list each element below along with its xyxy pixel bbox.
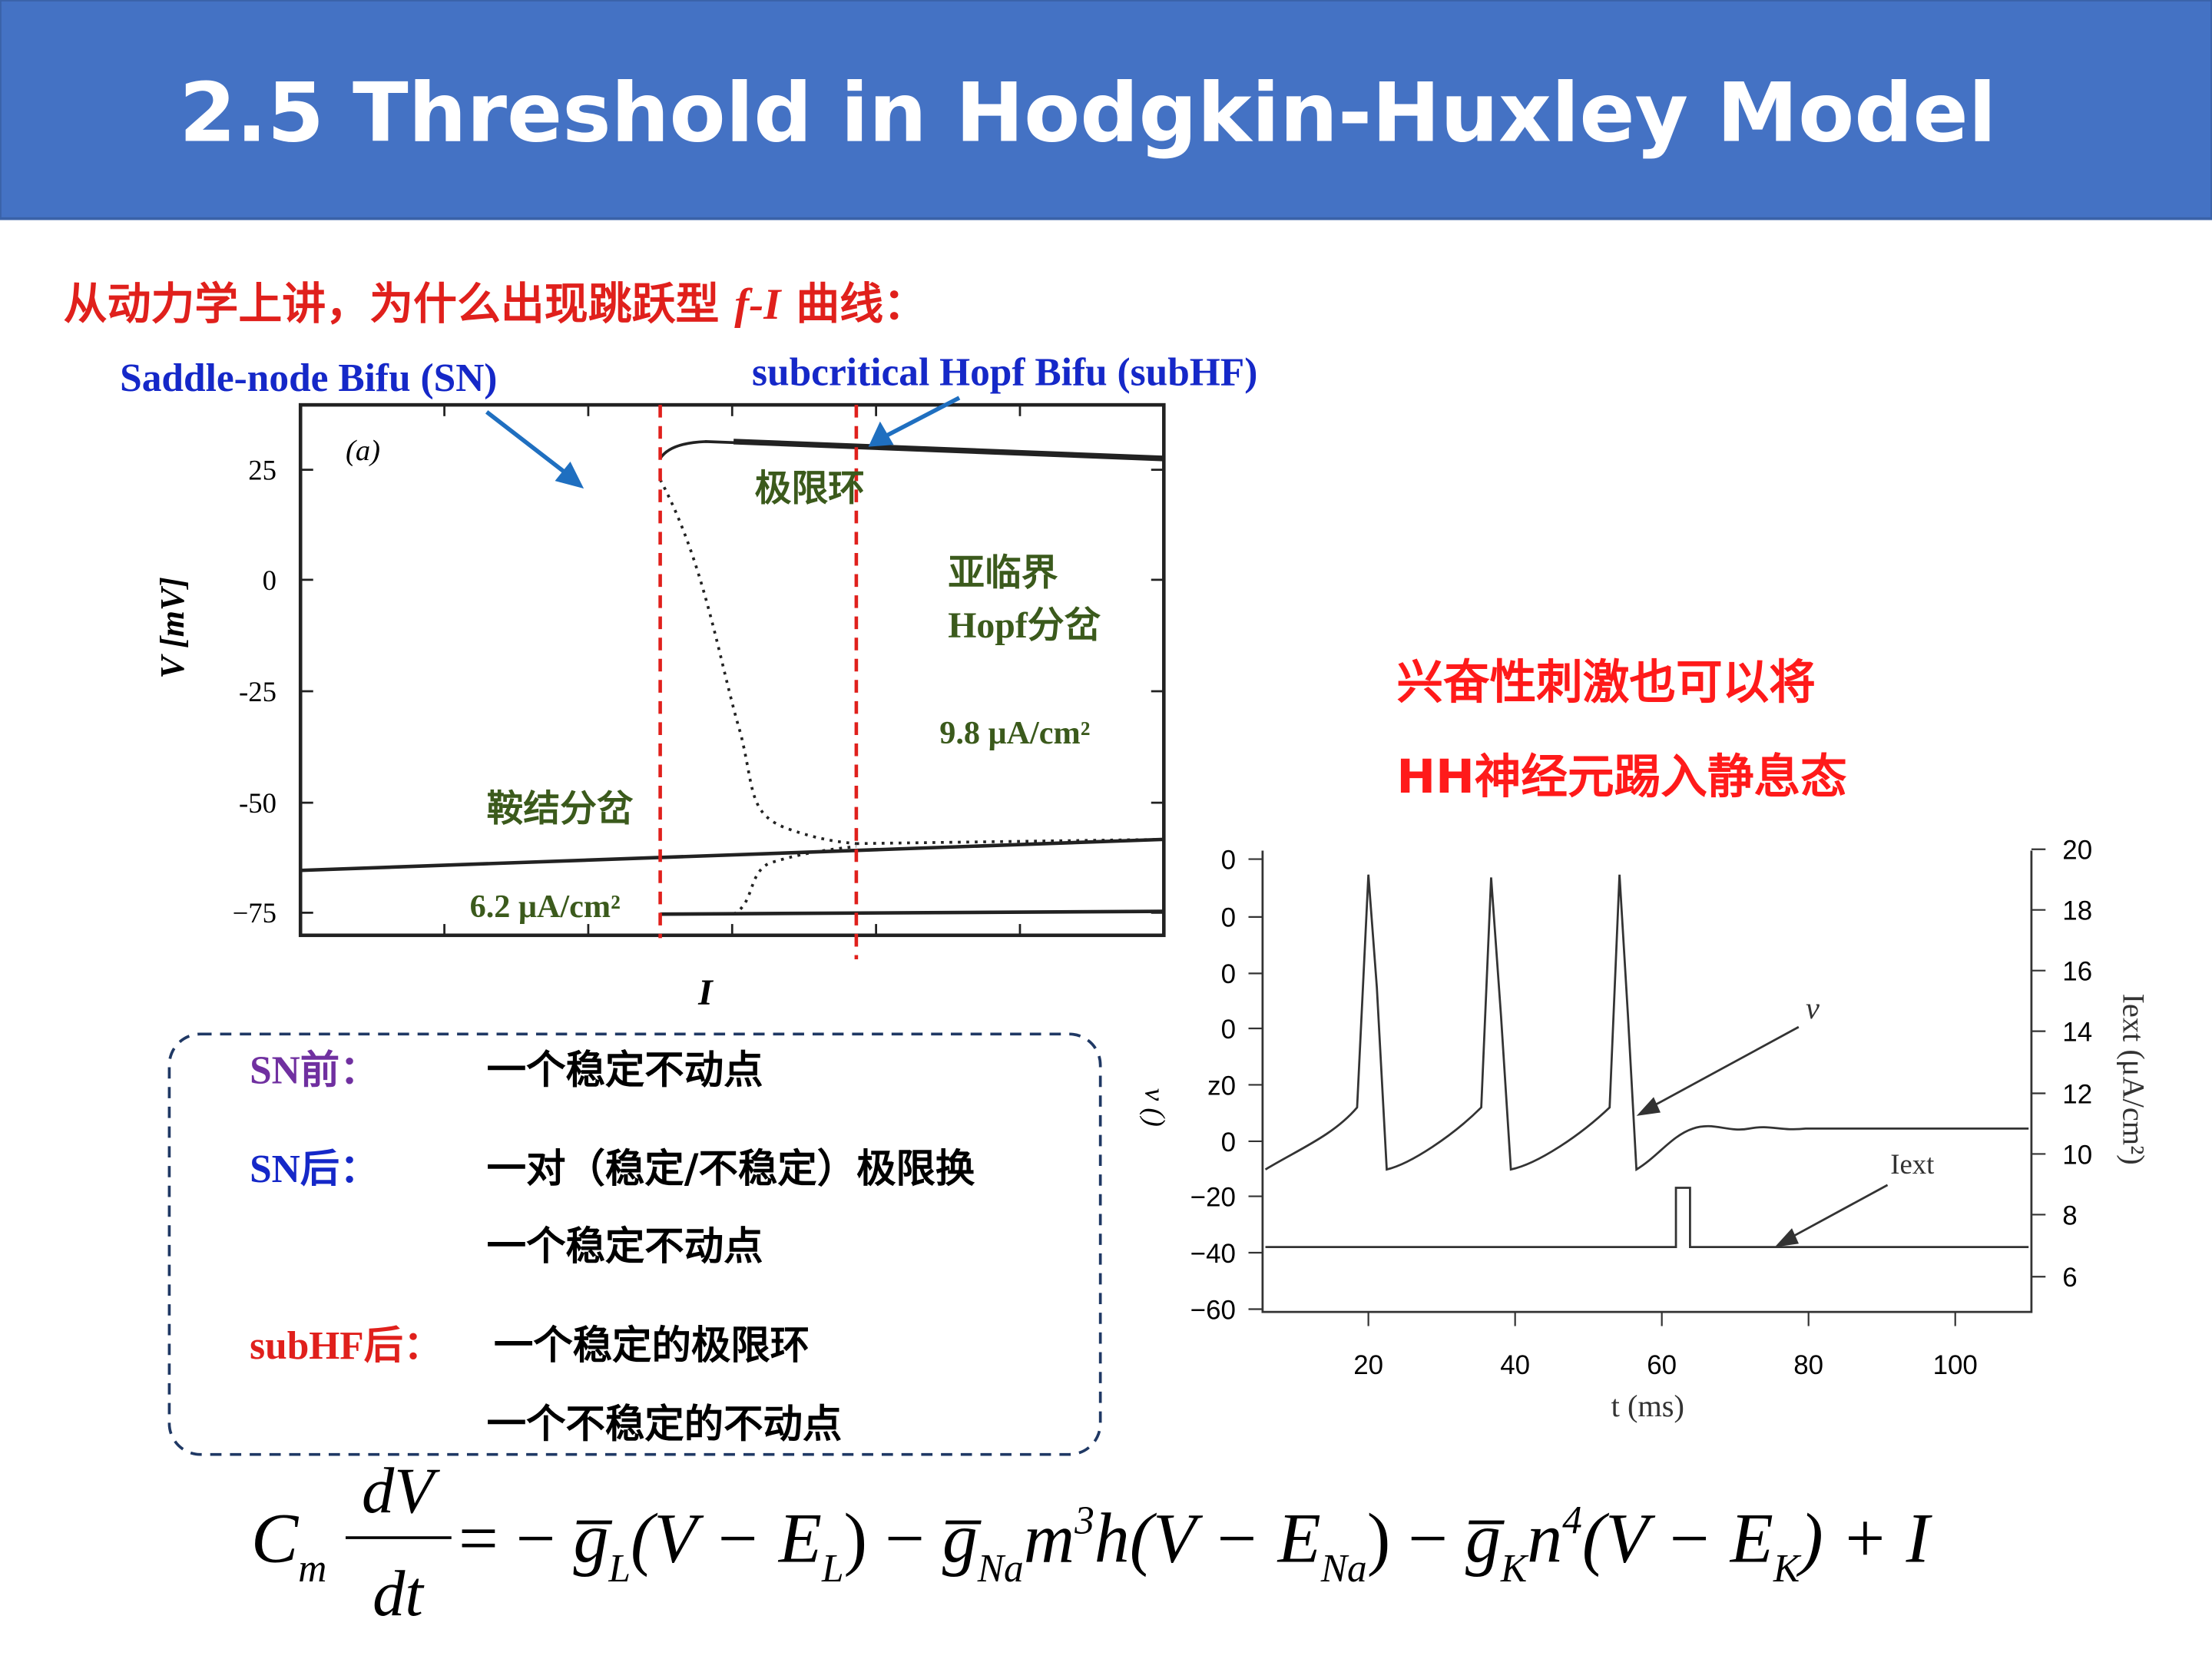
y-tick-label: 0: [1221, 845, 1236, 875]
box-text: 一对（稳定/不稳定）极限换: [487, 1146, 975, 1192]
x-tick-label: 20: [1353, 1350, 1383, 1380]
y2-tick-label: 16: [2062, 957, 2092, 987]
y-tick-label: −60: [1190, 1295, 1236, 1325]
x-tick-label: 100: [1933, 1350, 1978, 1380]
trace-label: v: [1806, 991, 1820, 1025]
arrows: [485, 396, 961, 489]
y2-tick-label: 18: [2062, 896, 2092, 926]
remark: HH神经元踢入静息态: [1396, 750, 1846, 804]
y2-tick-label: 20: [2062, 836, 2092, 866]
curves: [300, 439, 1164, 916]
box-key: SN后：: [250, 1147, 379, 1191]
y-tick-label: 0: [1221, 959, 1236, 989]
y-tick-label: −75: [233, 897, 276, 929]
note: 鞍结分岔: [487, 788, 634, 830]
x-tick-label: 60: [1647, 1350, 1677, 1380]
y2-axis-label: Iext (μA/cm²): [2116, 993, 2151, 1164]
frame: [1261, 850, 2033, 1313]
ticks: [1248, 848, 2046, 1326]
x-tick-label: 80: [1793, 1350, 1823, 1380]
y-tick-label: 25: [248, 454, 276, 485]
y2-tick-label: 10: [2062, 1140, 2092, 1170]
box-text: 一个稳定不动点: [487, 1048, 763, 1094]
y2-tick-label: 6: [2062, 1263, 2077, 1293]
note: Hopf分岔: [948, 605, 1101, 646]
y-tick-label: −20: [1190, 1182, 1236, 1212]
y-tick-label: −40: [1190, 1239, 1236, 1269]
trace-label: Iext: [1890, 1148, 1934, 1180]
eq-part: = − g̅L(V − EL) − g̅Nam3h(V − ENa) − g̅K…: [459, 1498, 1933, 1591]
y-tick-label: z0: [1207, 1071, 1236, 1101]
bifurcation-lines: [658, 405, 859, 959]
box-text: 一个不稳定的不动点: [487, 1402, 843, 1448]
eq-part: dt: [373, 1558, 425, 1630]
y-tick-label: -25: [239, 676, 276, 707]
y-tick-label: 0: [1221, 1015, 1236, 1045]
y-axis-label: V [mV]: [154, 577, 191, 679]
y-tick-label: -50: [239, 787, 276, 819]
remark: 兴奋性刺激也可以将: [1396, 656, 1815, 710]
question: 从动力学上讲，为什么出现跳跃型 f-I 曲线：: [64, 279, 927, 329]
box-key: SN前：: [250, 1049, 379, 1093]
x-axis-label: t (ms): [1611, 1389, 1684, 1423]
title: 2.5 Threshold in Hodgkin-Huxley Model: [179, 66, 1996, 161]
note: 6.2 μA/cm²: [470, 889, 621, 925]
sn-label: Saddle-node Bifu (SN): [120, 356, 497, 400]
panel-label: (a): [346, 435, 380, 467]
box-text: 一个稳定的极限环: [494, 1323, 810, 1369]
x-axis-label: I: [697, 972, 714, 1013]
equation: Cm dV dt = − g̅L(V − EL) − g̅Nam3h(V − E…: [251, 1455, 1933, 1630]
y2-tick-label: 14: [2062, 1018, 2092, 1048]
y-tick-label: 0: [263, 565, 276, 596]
plot-b: 0 0 0 0 z0 0 −20 −40 −60 20 18 16 14 12 …: [1139, 836, 2151, 1424]
y2-tick-label: 8: [2062, 1200, 2077, 1230]
note: 9.8 μA/cm²: [939, 715, 1090, 751]
y-tick-label: 0: [1221, 1128, 1236, 1157]
y-tick-label: 0: [1221, 903, 1236, 933]
plot-a: 25 0 -25 -50 −75 (a) V [mV] I 极限环 亚临界 Ho…: [154, 396, 1166, 1013]
box-key: subHF后：: [250, 1324, 442, 1368]
subhf-label: subcritical Hopf Bifu (subHF): [752, 350, 1257, 394]
box-text: 一个稳定不动点: [487, 1224, 763, 1270]
header-bar: [0, 0, 2212, 220]
y2-tick-label: 12: [2062, 1079, 2092, 1109]
traces: [1264, 874, 2029, 1249]
y-axis-label: v (): [1139, 1088, 1171, 1127]
summary-box: [167, 1032, 1102, 1456]
x-tick-label: 40: [1500, 1350, 1530, 1380]
eq-part: dV: [362, 1455, 440, 1527]
note: 极限环: [755, 468, 865, 510]
note: 亚临界: [948, 552, 1058, 594]
eq-part: Cm: [251, 1498, 326, 1591]
